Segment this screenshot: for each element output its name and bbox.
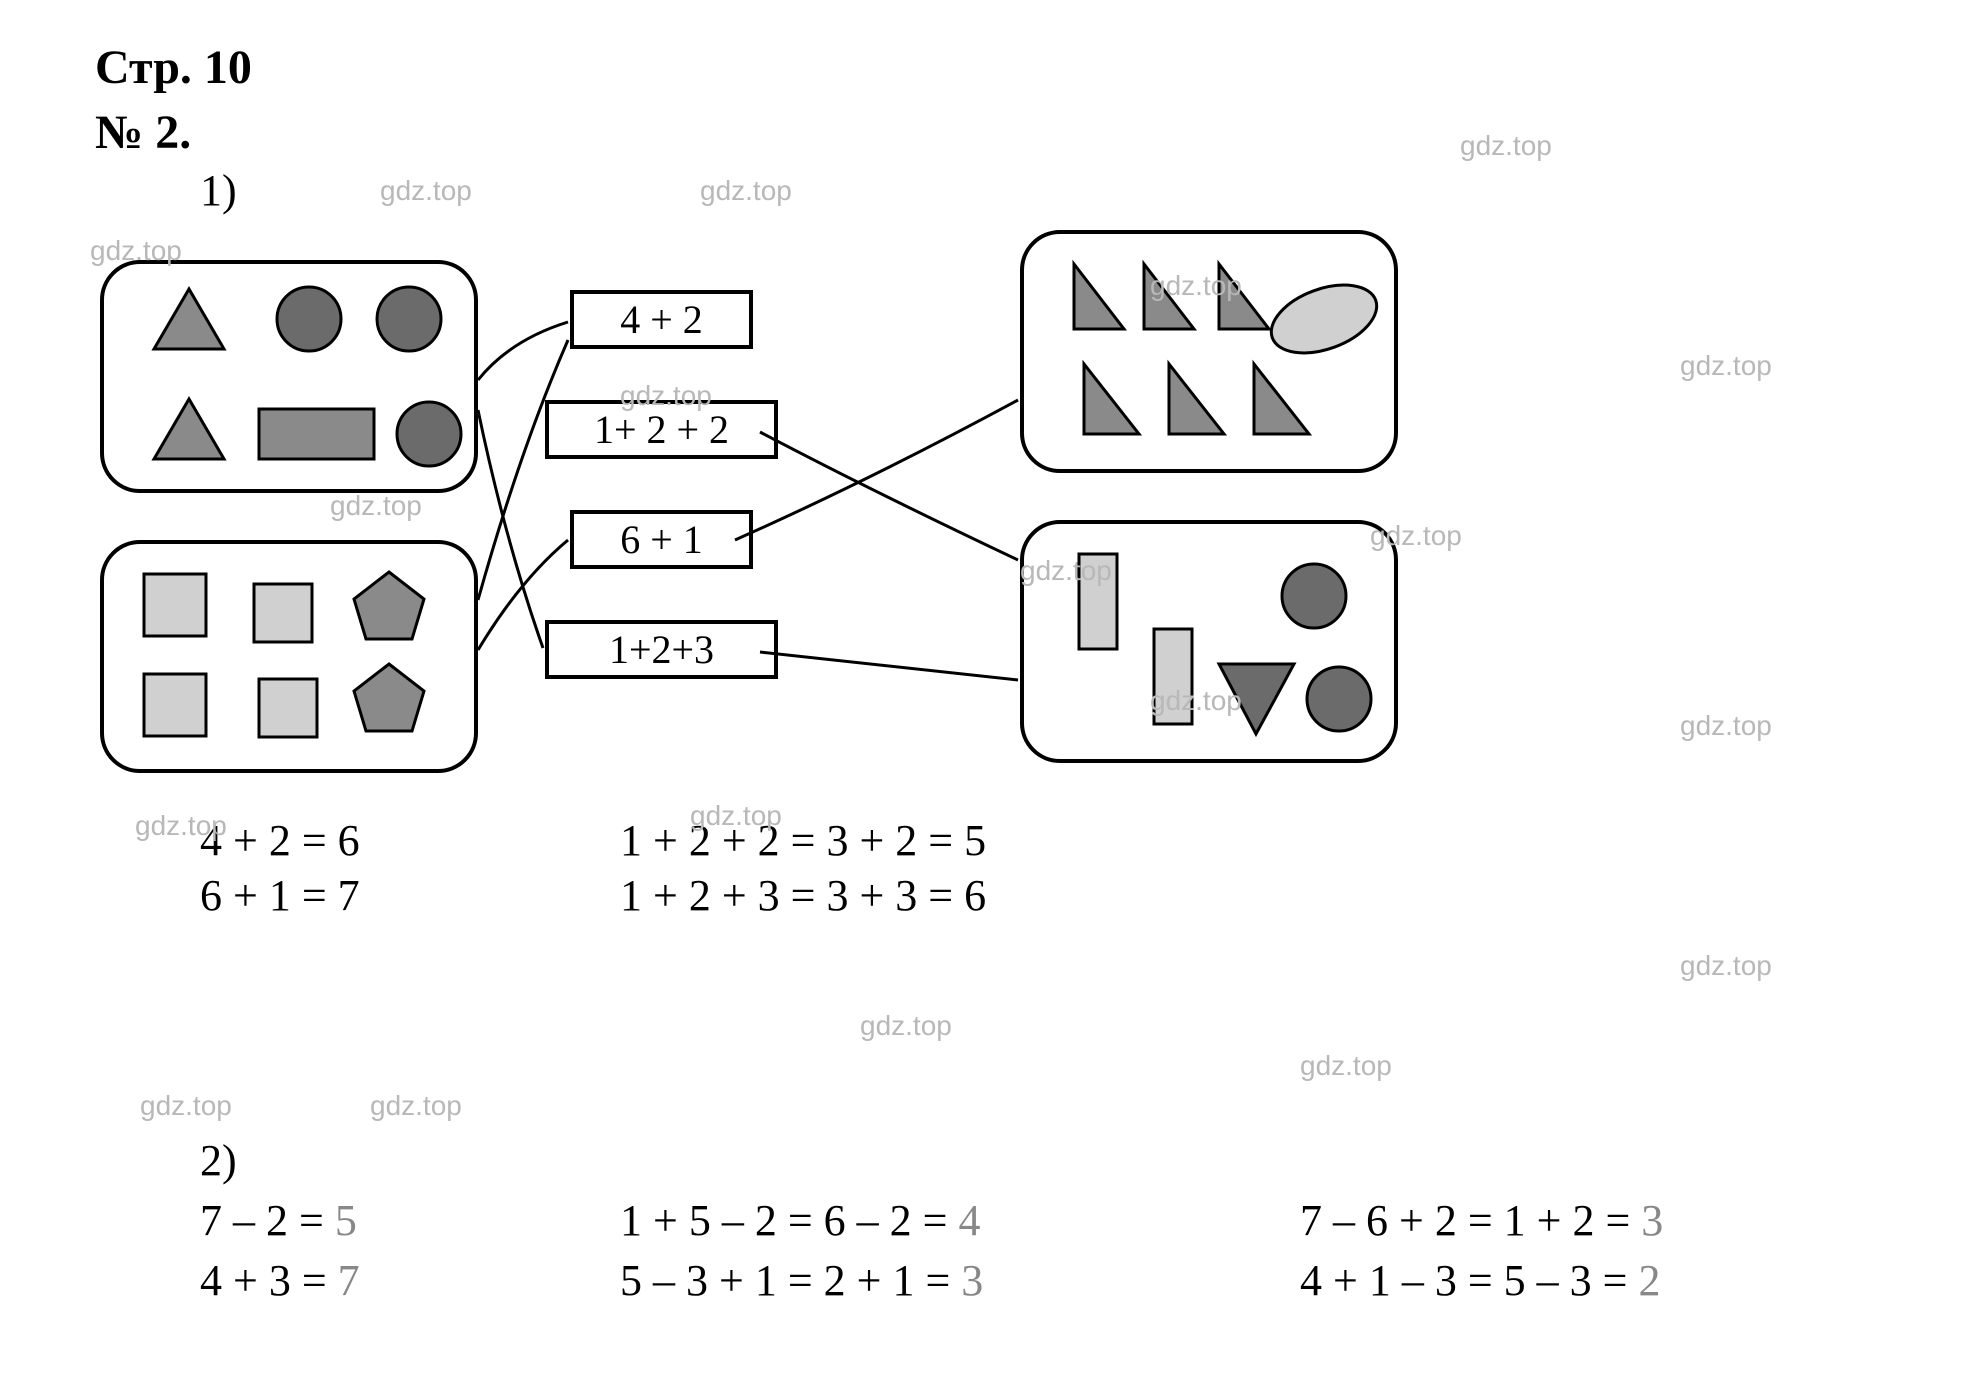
right-triangle-icon (1084, 364, 1139, 434)
triangle-icon (154, 399, 224, 459)
pentagon-icon (354, 572, 424, 639)
eq-answer: 2 (1638, 1256, 1660, 1305)
pentagon-icon (354, 664, 424, 731)
eq-row: 7 – 6 + 2 = 1 + 2 = 3 (1300, 1195, 1663, 1246)
eq-row: 4 + 1 – 3 = 5 – 3 = 2 (1300, 1255, 1660, 1306)
square-icon (259, 679, 317, 737)
watermark: gdz.top (1460, 130, 1552, 162)
eq-answer: 7 (338, 1256, 360, 1305)
solution-text: 1 + 2 + 3 = 3 + 3 = 6 (620, 870, 986, 921)
shape-box-bottom-left (100, 540, 478, 773)
watermark: gdz.top (1150, 685, 1242, 717)
page-title: Стр. 10 (95, 40, 252, 95)
square-icon (144, 574, 206, 636)
solution-text: 1 + 2 + 2 = 3 + 2 = 5 (620, 815, 986, 866)
watermark: gdz.top (90, 235, 182, 267)
watermark: gdz.top (860, 1010, 952, 1042)
square-icon (254, 584, 312, 642)
eq-lhs: 1 + 5 – 2 = 6 – 2 = (620, 1196, 958, 1245)
problem-number: № 2. (95, 105, 191, 160)
expression-box-4: 1+2+3 (545, 620, 778, 679)
watermark: gdz.top (1150, 270, 1242, 302)
watermark: gdz.top (1680, 950, 1772, 982)
watermark: gdz.top (135, 810, 227, 842)
right-triangle-icon (1254, 364, 1309, 434)
rectangle-icon (259, 409, 374, 459)
right-triangle-icon (1074, 264, 1124, 329)
watermark: gdz.top (1680, 350, 1772, 382)
watermark: gdz.top (700, 175, 792, 207)
shape-box-top-left (100, 260, 478, 493)
eq-lhs: 7 – 2 = (200, 1196, 335, 1245)
watermark: gdz.top (370, 1090, 462, 1122)
shape-box-top-right (1020, 230, 1398, 473)
circle-icon (397, 402, 461, 466)
circle-icon (277, 287, 341, 351)
circle-icon (377, 287, 441, 351)
watermark: gdz.top (1300, 1050, 1392, 1082)
eq-answer: 3 (961, 1256, 983, 1305)
eq-row: 1 + 5 – 2 = 6 – 2 = 4 (620, 1195, 980, 1246)
part2-label: 2) (200, 1135, 237, 1186)
eq-answer: 4 (958, 1196, 980, 1245)
right-triangle-icon (1169, 364, 1224, 434)
ellipse-icon (1262, 272, 1386, 366)
watermark: gdz.top (330, 490, 422, 522)
triangle-icon (154, 289, 224, 349)
eq-row: 4 + 3 = 7 (200, 1255, 360, 1306)
watermark: gdz.top (140, 1090, 232, 1122)
part1-label: 1) (200, 165, 237, 216)
eq-answer: 3 (1641, 1196, 1663, 1245)
watermark: gdz.top (380, 175, 472, 207)
eq-row: 5 – 3 + 1 = 2 + 1 = 3 (620, 1255, 983, 1306)
watermark: gdz.top (1020, 555, 1112, 587)
watermark: gdz.top (620, 380, 712, 412)
expression-box-3: 6 + 1 (570, 510, 753, 569)
watermark: gdz.top (1370, 520, 1462, 552)
solution-text: 6 + 1 = 7 (200, 870, 360, 921)
eq-lhs: 5 – 3 + 1 = 2 + 1 = (620, 1256, 961, 1305)
watermark: gdz.top (1680, 710, 1772, 742)
eq-answer: 5 (335, 1196, 357, 1245)
square-icon (144, 674, 206, 736)
circle-icon (1307, 667, 1371, 731)
eq-lhs: 4 + 3 = (200, 1256, 338, 1305)
expression-box-1: 4 + 2 (570, 290, 753, 349)
eq-lhs: 4 + 1 – 3 = 5 – 3 = (1300, 1256, 1638, 1305)
eq-lhs: 7 – 6 + 2 = 1 + 2 = (1300, 1196, 1641, 1245)
watermark: gdz.top (690, 800, 782, 832)
eq-row: 7 – 2 = 5 (200, 1195, 357, 1246)
circle-icon (1282, 564, 1346, 628)
